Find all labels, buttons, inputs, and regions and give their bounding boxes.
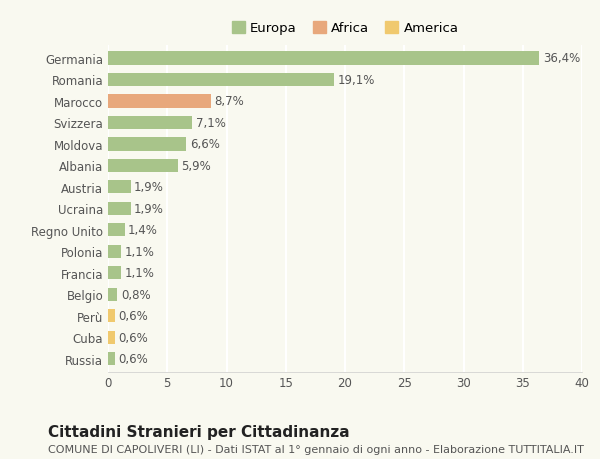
Bar <box>108 331 115 344</box>
Text: 1,4%: 1,4% <box>128 224 158 237</box>
Text: 1,9%: 1,9% <box>134 202 164 215</box>
Legend: Europa, Africa, America: Europa, Africa, America <box>226 17 464 40</box>
Text: 1,1%: 1,1% <box>125 245 154 258</box>
Text: 1,1%: 1,1% <box>125 267 154 280</box>
Bar <box>108 202 131 215</box>
Text: 0,6%: 0,6% <box>119 309 148 323</box>
Bar <box>108 52 539 66</box>
Text: 8,7%: 8,7% <box>215 95 244 108</box>
Bar <box>108 267 121 280</box>
Text: 1,9%: 1,9% <box>134 181 164 194</box>
Bar <box>108 159 178 173</box>
Bar <box>108 288 118 301</box>
Text: 0,8%: 0,8% <box>121 288 151 301</box>
Text: Cittadini Stranieri per Cittadinanza: Cittadini Stranieri per Cittadinanza <box>48 425 350 440</box>
Bar <box>108 117 192 130</box>
Text: COMUNE DI CAPOLIVERI (LI) - Dati ISTAT al 1° gennaio di ogni anno - Elaborazione: COMUNE DI CAPOLIVERI (LI) - Dati ISTAT a… <box>48 444 584 454</box>
Text: 36,4%: 36,4% <box>543 52 580 65</box>
Text: 0,6%: 0,6% <box>119 331 148 344</box>
Text: 0,6%: 0,6% <box>119 353 148 365</box>
Bar <box>108 224 125 237</box>
Bar <box>108 73 334 87</box>
Text: 7,1%: 7,1% <box>196 117 226 129</box>
Bar <box>108 309 115 323</box>
Bar <box>108 245 121 258</box>
Text: 19,1%: 19,1% <box>338 74 375 87</box>
Text: 6,6%: 6,6% <box>190 138 220 151</box>
Bar <box>108 95 211 108</box>
Bar <box>108 352 115 365</box>
Bar <box>108 138 186 151</box>
Text: 5,9%: 5,9% <box>181 159 211 173</box>
Bar <box>108 181 131 194</box>
